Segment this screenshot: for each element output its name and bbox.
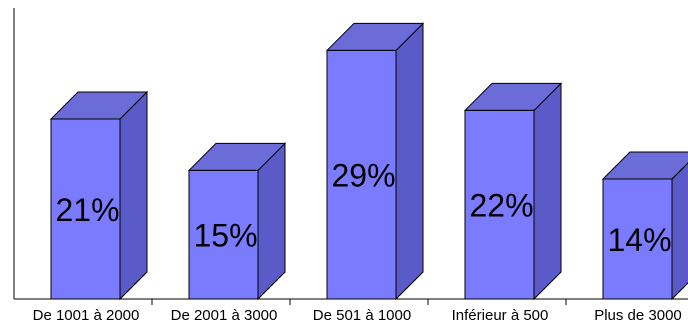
bar	[601, 151, 688, 301]
bar-side	[395, 22, 424, 301]
bar-side	[533, 82, 562, 301]
data-label: 22%	[469, 188, 533, 224]
bar-front	[326, 49, 397, 300]
bar-front	[464, 109, 535, 300]
x-tick-label: De 1001 à 2000	[33, 307, 140, 324]
data-label: 21%	[55, 192, 119, 228]
bar	[325, 22, 425, 301]
bar	[187, 142, 287, 301]
bar	[463, 82, 563, 301]
data-label: 15%	[193, 218, 257, 254]
x-tick-label: Inférieur à 500	[452, 307, 549, 324]
bar-front	[188, 169, 259, 300]
category-labels: De 1001 à 2000 De 2001 à 3000 De 501 à 100…	[33, 307, 682, 324]
x-tick-label: Plus de 3000	[594, 307, 682, 324]
data-label: 29%	[331, 158, 395, 194]
data-label: 14%	[607, 222, 671, 258]
x-tick-label: De 2001 à 3000	[171, 307, 278, 324]
bar-front	[602, 178, 673, 300]
bar-top	[601, 151, 688, 180]
value-labels: 21% 15% 29% 22% 14%	[55, 158, 671, 258]
bar-side	[119, 90, 148, 301]
bar-front	[50, 118, 121, 300]
x-tick-label: De 501 à 1000	[313, 307, 411, 324]
x-ticks	[151, 299, 567, 305]
bar	[49, 90, 149, 301]
bars	[49, 22, 688, 301]
